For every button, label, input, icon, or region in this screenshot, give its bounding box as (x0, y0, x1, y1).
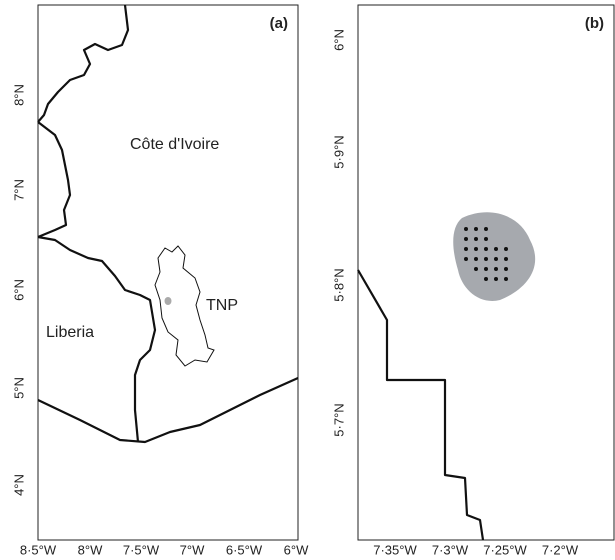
border-line (37, 121, 72, 239)
place-label: Côte d'Ivoire (130, 136, 219, 153)
y-tick-label: 6°N (331, 29, 346, 51)
sampling-point (504, 267, 508, 271)
sampling-point (504, 277, 508, 281)
panel-label: (a) (270, 15, 288, 32)
y-tick-label: 5·9°N (331, 135, 346, 168)
y-tick-label: 5·7°N (331, 403, 346, 436)
sampling-point (464, 237, 468, 241)
sampling-point (464, 247, 468, 251)
border-line (37, 4, 130, 123)
x-tick-label: 6·5°W (226, 542, 263, 557)
coastline (37, 376, 299, 444)
sampling-point (504, 247, 508, 251)
study-area (453, 212, 536, 301)
x-tick-label: 7°W (180, 542, 205, 557)
sampling-point (474, 237, 478, 241)
place-label: TNP (206, 297, 238, 314)
x-tick-label: 7·3°W (432, 542, 469, 557)
x-tick-label: 8·5°W (20, 542, 57, 557)
sampling-point (484, 277, 488, 281)
sampling-point (494, 267, 498, 271)
x-tick-label: 7·35°W (373, 542, 417, 557)
panel-frame (37, 4, 299, 541)
sampling-point (494, 277, 498, 281)
sampling-point (494, 257, 498, 261)
y-tick-label: 6°N (11, 279, 26, 301)
sampling-point (504, 257, 508, 261)
sampling-point (484, 257, 488, 261)
y-tick-label: 5·8°N (331, 268, 346, 301)
study-area-marker (164, 297, 172, 305)
sampling-point (464, 227, 468, 231)
border-line (357, 269, 485, 541)
x-tick-label: 7·2°W (542, 542, 579, 557)
x-tick-label: 7·5°W (123, 542, 160, 557)
x-tick-label: 7·25°W (483, 542, 527, 557)
sampling-point (484, 247, 488, 251)
national-park-outline (154, 245, 215, 367)
sampling-point (474, 267, 478, 271)
y-tick-label: 8°N (11, 84, 26, 106)
x-tick-label: 8°W (78, 542, 103, 557)
sampling-point (474, 247, 478, 251)
sampling-point (484, 227, 488, 231)
panel-frame (357, 4, 615, 541)
border-line (37, 235, 157, 443)
y-tick-label: 5°N (11, 377, 26, 399)
place-label: Liberia (46, 324, 94, 341)
sampling-point (474, 257, 478, 261)
sampling-point (464, 257, 468, 261)
y-tick-label: 7°N (11, 179, 26, 201)
sampling-point (474, 227, 478, 231)
sampling-points (464, 227, 508, 281)
sampling-point (484, 267, 488, 271)
sampling-point (494, 247, 498, 251)
panel-label: (b) (585, 15, 604, 32)
x-tick-label: 6°W (284, 542, 309, 557)
y-tick-label: 4°N (11, 474, 26, 496)
sampling-point (484, 237, 488, 241)
